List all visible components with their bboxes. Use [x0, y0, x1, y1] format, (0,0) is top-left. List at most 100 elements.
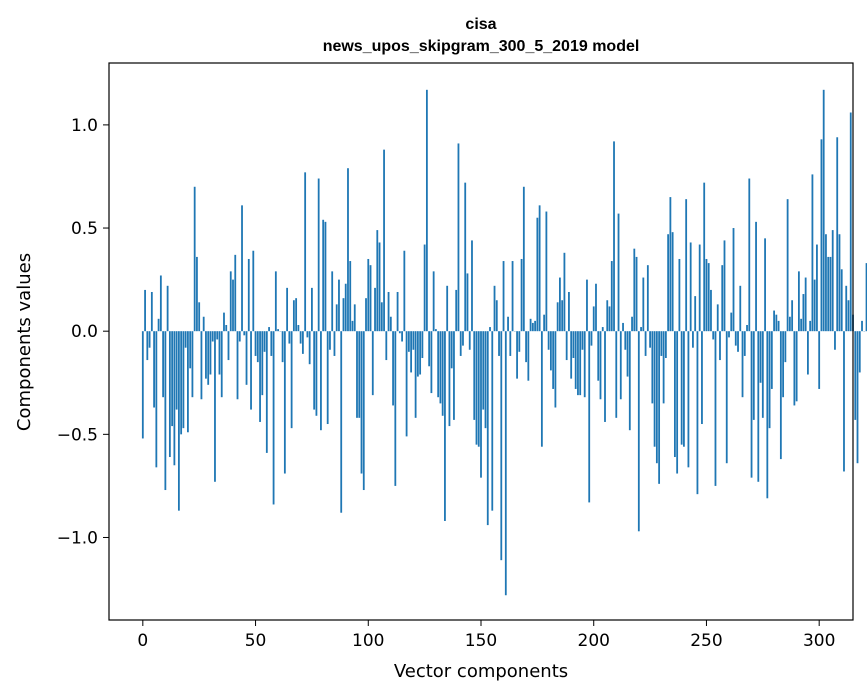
- bar-1: [144, 289, 146, 332]
- bar-238: [678, 258, 681, 332]
- bar-192: [574, 331, 577, 389]
- bar-194: [579, 331, 582, 396]
- bar-37: [225, 324, 228, 332]
- bar-41: [234, 254, 237, 332]
- bar-288: [791, 300, 794, 332]
- x-tick-label: 100: [352, 631, 384, 651]
- bar-76: [313, 331, 316, 410]
- x-tick-label: 200: [578, 631, 610, 651]
- bar-71: [301, 331, 304, 354]
- bar-310: [840, 269, 843, 332]
- bar-64: [286, 287, 289, 332]
- bar-270: [750, 331, 753, 478]
- bar-144: [466, 273, 469, 332]
- bar-62: [281, 331, 284, 363]
- bar-28: [205, 331, 207, 379]
- bar-170: [525, 331, 527, 363]
- bar-12: [168, 331, 171, 458]
- bar-197: [586, 279, 588, 332]
- bar-259: [725, 331, 728, 464]
- bar-46: [245, 331, 248, 385]
- bar-66: [290, 331, 293, 429]
- bar-17: [180, 331, 183, 435]
- bar-116: [403, 250, 406, 332]
- bar-87: [338, 279, 340, 332]
- bar-54: [263, 331, 266, 352]
- bar-316: [854, 331, 857, 420]
- bar-26: [200, 331, 203, 400]
- bar-208: [610, 261, 613, 332]
- x-axis-label: Vector components: [394, 661, 568, 682]
- y-tick-label: −0.5: [57, 425, 98, 445]
- bar-65: [288, 331, 291, 344]
- bar-31: [211, 331, 214, 342]
- y-tick-label: 0.0: [71, 322, 98, 342]
- bar-249: [703, 182, 706, 332]
- bar-24: [196, 256, 198, 332]
- bar-263: [734, 331, 737, 346]
- bar-225: [649, 331, 651, 348]
- bar-241: [685, 199, 688, 332]
- bar-100: [367, 258, 370, 332]
- x-tick-label: 300: [803, 631, 835, 651]
- bar-117: [405, 331, 408, 437]
- bar-146: [471, 240, 473, 332]
- bar-309: [838, 234, 841, 332]
- bar-109: [387, 291, 390, 332]
- y-axis: −1.0 −0.5 0.0 0.5 1.0: [57, 116, 109, 548]
- bar-118: [407, 331, 410, 352]
- bar-33: [216, 331, 219, 340]
- bar-206: [606, 300, 609, 332]
- bar-243: [689, 242, 692, 332]
- bar-90: [344, 283, 347, 332]
- bar-175: [536, 217, 539, 332]
- bar-221: [640, 327, 642, 332]
- bar-312: [845, 285, 848, 332]
- bar-248: [701, 331, 703, 425]
- bar-204: [601, 327, 604, 332]
- bar-103: [374, 287, 376, 332]
- bar-242: [687, 331, 690, 468]
- x-axis: 0 50 100 150 200 250 300: [137, 620, 835, 651]
- bar-148: [475, 331, 478, 445]
- bar-307: [834, 331, 836, 350]
- bar-252: [710, 289, 712, 332]
- bar-159: [500, 331, 503, 561]
- bar-153: [486, 331, 489, 526]
- bar-0: [141, 331, 144, 439]
- bar-321: [865, 263, 867, 332]
- bar-126: [425, 89, 428, 332]
- bar-91: [347, 168, 349, 332]
- bar-296: [809, 320, 812, 332]
- bar-199: [590, 331, 593, 346]
- bar-302: [822, 89, 825, 332]
- bar-85: [333, 331, 336, 356]
- bar-161: [504, 331, 507, 596]
- bar-212: [619, 331, 622, 400]
- bar-147: [473, 331, 476, 420]
- bar-268: [746, 324, 748, 332]
- bar-50: [254, 331, 257, 356]
- bar-133: [441, 331, 444, 416]
- bar-88: [340, 331, 343, 513]
- bar-21: [189, 331, 192, 369]
- bar-200: [592, 306, 595, 332]
- bar-272: [755, 221, 757, 332]
- bar-104: [376, 230, 379, 332]
- bar-250: [705, 258, 708, 332]
- bar-319: [861, 320, 863, 332]
- bar-190: [570, 331, 573, 379]
- bar-217: [631, 316, 633, 332]
- bar-287: [788, 316, 791, 332]
- bar-173: [531, 322, 534, 332]
- bar-308: [836, 137, 839, 332]
- bar-301: [820, 139, 823, 332]
- bar-130: [435, 329, 437, 332]
- bar-38: [227, 331, 230, 361]
- bar-282: [777, 320, 780, 332]
- bar-211: [617, 213, 620, 332]
- x-tick-label: 250: [690, 631, 722, 651]
- bar-203: [599, 331, 602, 400]
- bar-182: [552, 331, 555, 389]
